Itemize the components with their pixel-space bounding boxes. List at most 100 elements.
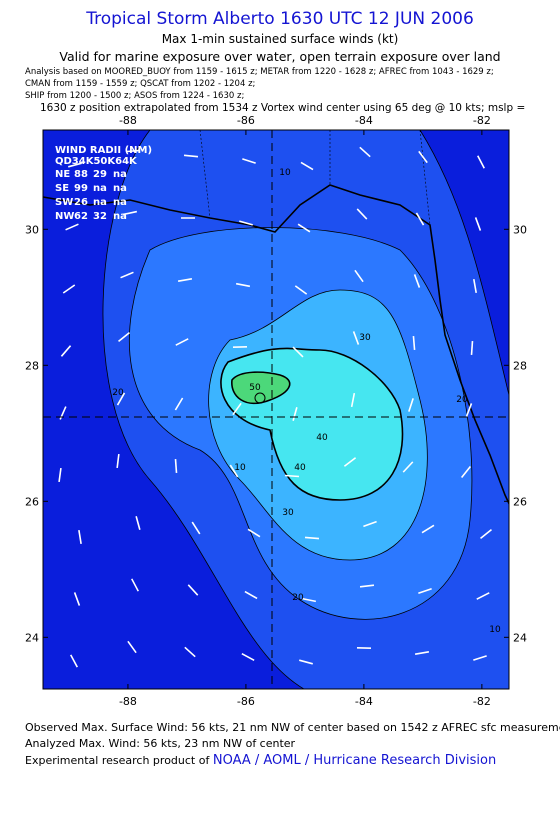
wind-barb bbox=[68, 162, 82, 168]
wind-barb bbox=[402, 461, 414, 473]
x-tick-label: -88 bbox=[119, 695, 137, 708]
contour-label: 10 bbox=[489, 625, 501, 635]
radii-cell: na bbox=[113, 183, 127, 194]
wind-barb bbox=[473, 278, 477, 294]
wind-barb bbox=[247, 528, 261, 538]
wind-barb bbox=[242, 158, 256, 164]
contour-label: 50 bbox=[249, 383, 261, 393]
wind-barb bbox=[415, 212, 425, 226]
wind-barb bbox=[241, 652, 255, 662]
wind-barb bbox=[183, 154, 199, 158]
x-tick-label: -86 bbox=[237, 695, 255, 708]
x-tick-label: -82 bbox=[473, 114, 491, 127]
wind-barb bbox=[239, 220, 253, 226]
wind-barb bbox=[350, 392, 356, 408]
wind-barb bbox=[359, 584, 375, 588]
radii-cell: na bbox=[113, 169, 127, 180]
wind-barb bbox=[343, 457, 357, 467]
wind-barb bbox=[73, 592, 81, 606]
wind-barb bbox=[125, 149, 141, 153]
wind-barb bbox=[187, 584, 199, 596]
contour-label: 10 bbox=[234, 463, 246, 473]
wind-barb bbox=[352, 331, 360, 345]
wind-barb bbox=[359, 146, 371, 158]
state-borders bbox=[199, 130, 431, 226]
wind-barb bbox=[354, 269, 364, 283]
y-tick-label: 28 bbox=[513, 359, 527, 372]
observed-line: Observed Max. Surface Wind: 56 kts, 21 n… bbox=[25, 721, 560, 734]
wind-barb bbox=[363, 520, 377, 528]
radii-cell: SW bbox=[55, 197, 73, 208]
wind-barb bbox=[465, 403, 473, 417]
wind-barb bbox=[414, 651, 430, 655]
wind-barb bbox=[356, 208, 368, 220]
wind-barb bbox=[127, 640, 137, 654]
contour-label: 20 bbox=[456, 395, 468, 405]
contour-label: 30 bbox=[359, 333, 371, 343]
wind-barb bbox=[131, 578, 139, 592]
wind-barb bbox=[70, 654, 78, 668]
radii-title: WIND RADII (NM) bbox=[55, 145, 152, 156]
wind-barb bbox=[232, 402, 242, 416]
wind-barb bbox=[476, 592, 490, 600]
analysis-line: CMAN from 1159 - 1559 z; QSCAT from 1202… bbox=[25, 79, 256, 89]
contour-label: 30 bbox=[282, 508, 294, 518]
wind-barb bbox=[304, 536, 320, 540]
wind-barb bbox=[297, 223, 311, 233]
wind-barb bbox=[78, 529, 82, 545]
credit-text: Experimental research product of bbox=[25, 754, 210, 767]
max-wind-marker bbox=[254, 392, 266, 404]
wind-barb bbox=[118, 331, 130, 343]
position-note: 1630 z position extrapolated from 1534 z… bbox=[40, 102, 526, 114]
wind-barb bbox=[244, 590, 258, 600]
radii-cell: 62 bbox=[74, 211, 88, 222]
wind-barb bbox=[413, 274, 421, 288]
credit: Experimental research product of NOAA / … bbox=[25, 753, 496, 768]
wind-barb bbox=[135, 516, 141, 530]
wind-barb bbox=[177, 278, 193, 282]
wind-barb bbox=[460, 466, 472, 478]
wind-barb bbox=[470, 340, 474, 356]
wind-barb bbox=[191, 521, 201, 535]
y-tick-label: 30 bbox=[25, 223, 39, 236]
x-tick-label: -84 bbox=[355, 695, 373, 708]
x-tick-label: -84 bbox=[355, 114, 373, 127]
y-tick-label: 30 bbox=[513, 223, 527, 236]
radii-cell: na bbox=[93, 197, 107, 208]
wind-barb bbox=[477, 155, 485, 169]
wind-barb bbox=[116, 392, 126, 406]
wind-barb bbox=[120, 271, 134, 279]
wind-barb bbox=[473, 655, 487, 661]
x-tick-label: -86 bbox=[237, 114, 255, 127]
wind-barb bbox=[65, 223, 79, 231]
subtitle: Max 1-min sustained surface winds (kt) bbox=[161, 32, 399, 46]
contour-label: 20 bbox=[292, 593, 304, 603]
wind-barb bbox=[184, 646, 196, 658]
y-tick-label: 24 bbox=[25, 631, 39, 644]
y-tick-label: 26 bbox=[25, 495, 39, 508]
wind-barb bbox=[174, 397, 184, 411]
radii-cell: SE bbox=[55, 183, 69, 194]
radii-cell: 26 bbox=[74, 197, 88, 208]
wind-barb bbox=[408, 398, 414, 412]
x-tick-label: -82 bbox=[473, 695, 491, 708]
wind-barb bbox=[116, 453, 120, 469]
wind-barb bbox=[60, 345, 72, 357]
coastline bbox=[43, 184, 509, 506]
wind-barb bbox=[122, 210, 138, 216]
wind-barb bbox=[412, 335, 416, 351]
wind-barb bbox=[292, 407, 298, 421]
wind-barb bbox=[480, 529, 492, 539]
analysis-line: SHIP from 1200 - 1500 z; ASOS from 1224 … bbox=[25, 91, 245, 101]
wind-barb bbox=[418, 588, 432, 594]
radii-cell: NE bbox=[55, 169, 70, 180]
title: Tropical Storm Alberto 1630 UTC 12 JUN 2… bbox=[86, 9, 474, 29]
contour-50 bbox=[231, 371, 291, 405]
radii-cell: na bbox=[93, 183, 107, 194]
credit-link[interactable]: NOAA / AOML / Hurricane Research Divisio… bbox=[212, 753, 497, 768]
y-tick-label: 28 bbox=[25, 359, 39, 372]
wind-barb bbox=[58, 467, 62, 483]
wind-barb bbox=[174, 458, 178, 474]
